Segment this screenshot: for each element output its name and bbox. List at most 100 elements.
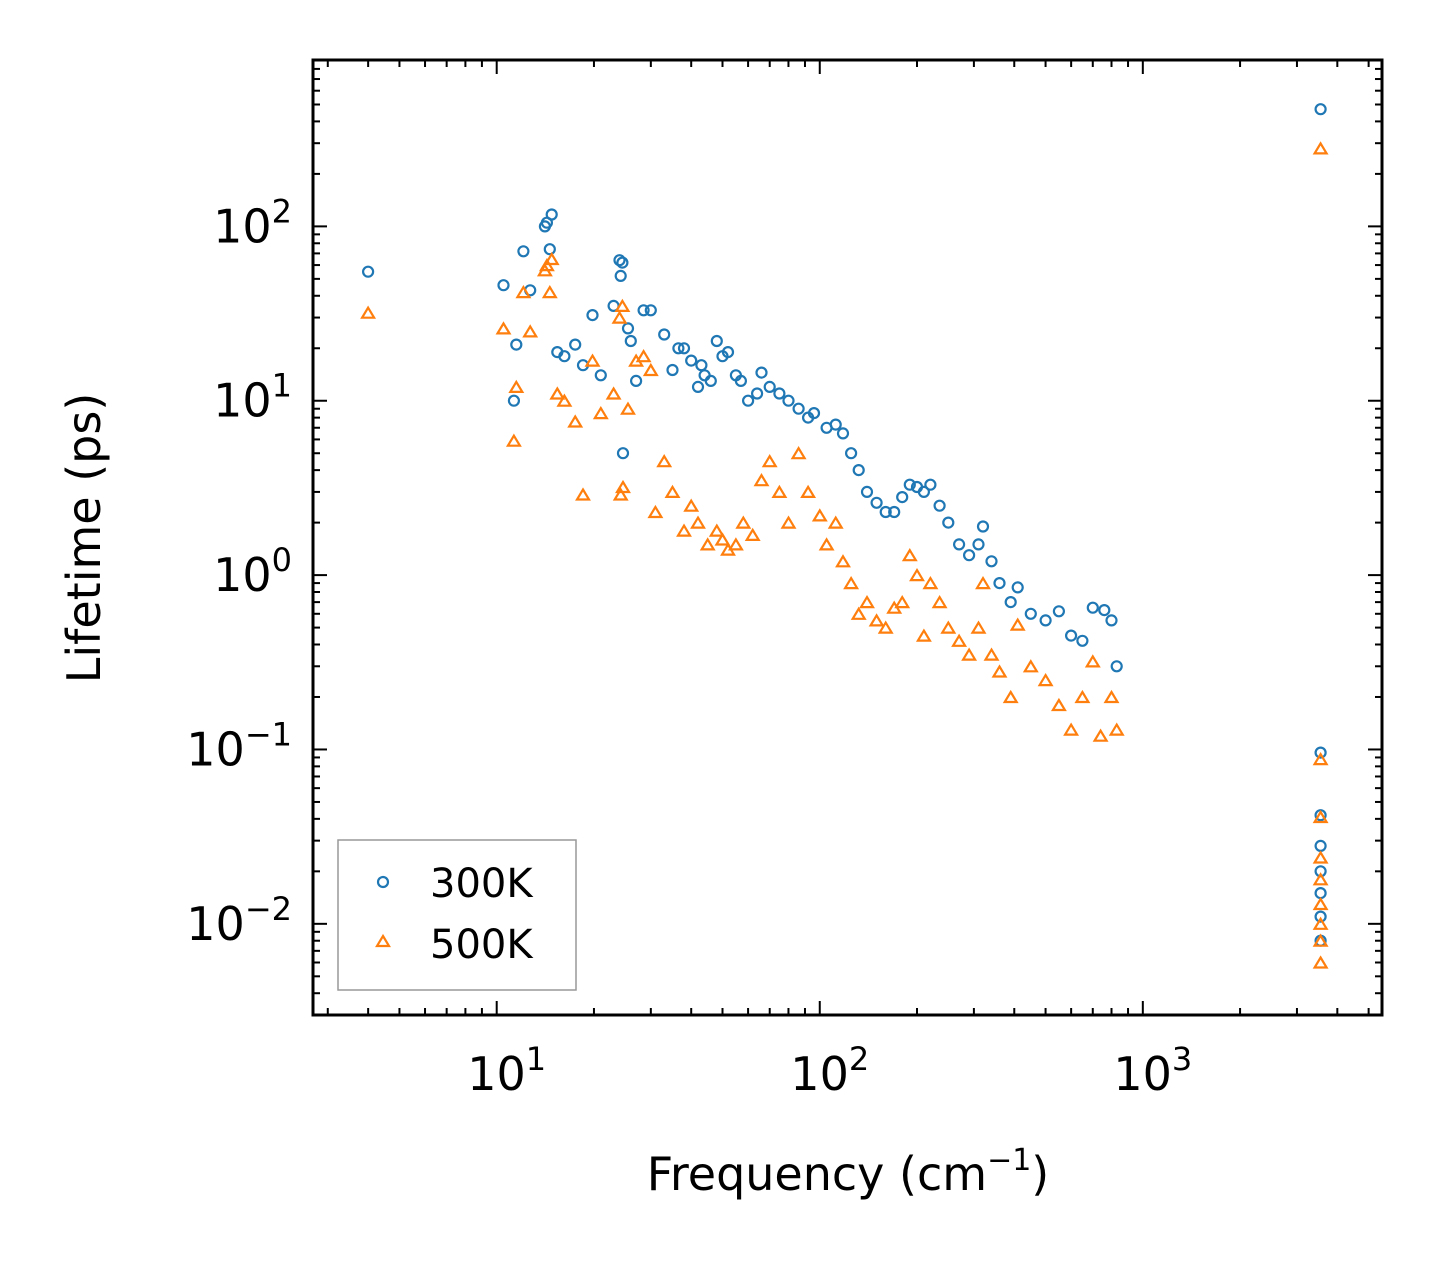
point-300k-3 [510,338,523,351]
point-500k-77 [1108,722,1125,736]
point-300k-31 [691,380,705,393]
point-300k-30 [685,354,698,367]
point-300k-1 [497,279,510,292]
point-300k-57 [888,505,901,519]
plot-marks [360,103,1329,969]
point-500k-42 [790,446,807,460]
point-300k-77 [1076,634,1089,647]
point-500k-75 [1092,728,1109,742]
point-500k-61 [951,633,968,647]
legend-label-500k: 500K [430,922,534,968]
point-500k-45 [818,537,835,551]
legend-marker-500k [375,933,391,948]
legend-box [337,839,577,991]
y-tick-label: 102 [213,192,292,253]
point-500k-14 [584,353,601,367]
point-500k-69 [1022,659,1039,673]
point-300k-72 [1011,581,1024,594]
point-300k-85 [1314,839,1327,853]
point-500k-29 [683,498,700,512]
point-500k-23 [635,349,652,363]
point-300k-25 [644,304,657,317]
point-500k-9 [541,284,558,299]
point-500k-51 [868,613,885,627]
point-300k-64 [942,516,955,529]
point-300k-75 [1052,605,1066,618]
point-500k-82 [1312,872,1329,886]
point-300k-56 [879,505,892,519]
point-500k-68 [1009,617,1026,631]
series-500k [360,141,1329,969]
point-500k-0 [360,305,377,319]
point-300k-61 [917,485,931,498]
point-500k-67 [1002,689,1019,704]
point-300k-65 [952,538,966,551]
point-300k-63 [933,499,946,512]
point-500k-4 [515,284,532,299]
point-500k-60 [940,620,957,634]
point-500k-26 [656,454,673,468]
point-300k-24 [637,304,650,317]
point-300k-11 [558,350,571,363]
point-300k-83 [1314,746,1327,759]
point-500k-27 [664,484,681,498]
point-300k-48 [807,407,821,420]
point-500k-37 [744,527,761,541]
point-300k-51 [836,427,850,440]
point-500k-63 [970,620,987,634]
point-300k-70 [993,576,1006,590]
point-300k-82 [1314,103,1327,116]
x-tick-label: 103 [1113,1040,1192,1101]
point-500k-58 [922,575,939,590]
point-500k-81 [1312,850,1329,864]
point-300k-26 [658,328,671,341]
point-500k-10 [549,386,566,400]
point-500k-71 [1050,697,1067,712]
point-300k-32 [695,359,708,372]
point-500k-55 [901,548,918,562]
x-axis-label: Frequency (cm−1) [647,1143,1050,1201]
point-500k-65 [983,647,1000,661]
point-300k-45 [782,394,795,407]
point-300k-41 [750,387,764,400]
x-axis-label-suffix: ) [1031,1147,1049,1201]
point-300k-71 [1004,595,1017,609]
point-500k-25 [647,504,664,519]
point-500k-64 [975,575,991,590]
point-500k-47 [835,554,851,568]
point-300k-33 [698,369,711,382]
point-500k-21 [620,401,636,415]
point-500k-57 [915,628,932,642]
point-300k-2 [507,394,521,407]
point-500k-20 [615,479,631,494]
point-500k-44 [811,508,828,522]
point-300k-39 [734,374,748,387]
point-300k-34 [704,374,717,387]
point-300k-66 [962,549,976,562]
legend: 300K 500K [337,839,577,991]
x-axis-label-text: Frequency (cm [647,1147,987,1201]
legend-label-300k: 300K [430,861,534,907]
point-500k-11 [556,393,573,407]
point-300k-18 [616,256,629,269]
point-500k-84 [1312,916,1329,930]
point-500k-28 [676,523,692,537]
point-500k-76 [1103,689,1120,704]
point-300k-68 [976,520,990,533]
point-500k-54 [894,594,911,609]
point-300k-15 [594,369,607,382]
y-axis-label: Lifetime (ps) [57,393,111,684]
point-500k-31 [699,537,716,551]
point-500k-5 [522,324,539,338]
point-300k-40 [741,394,755,407]
point-500k-16 [605,386,622,400]
point-300k-55 [870,496,883,509]
series-300k [362,103,1327,947]
point-300k-81 [1110,660,1123,673]
point-500k-70 [1037,672,1054,687]
point-300k-21 [621,322,635,335]
point-300k-35 [710,334,723,348]
point-500k-15 [592,405,609,420]
point-500k-8 [543,251,560,266]
point-500k-17 [611,310,628,324]
